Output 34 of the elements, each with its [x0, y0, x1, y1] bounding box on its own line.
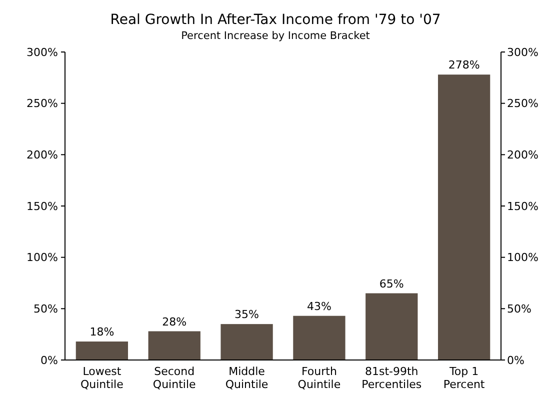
y-tick-label: 150% [26, 200, 58, 213]
y-tick-label: 50% [34, 302, 58, 316]
bar [293, 316, 346, 360]
y2-tick-label: 300% [507, 46, 538, 59]
bar [438, 74, 490, 360]
y-tick-label: 0% [40, 354, 58, 367]
bar [220, 324, 273, 360]
y-tick-label: 100% [26, 251, 58, 264]
y2-tick-label: 200% [507, 148, 538, 162]
data-label: 43% [306, 300, 332, 313]
data-label: 35% [234, 308, 260, 322]
x-tick-label: 81st-99th Percentiles [362, 365, 422, 391]
x-tick-label: Lowest Quintile [80, 365, 124, 391]
y2-tick-label: 100% [507, 251, 538, 264]
y-tick-label: 250% [26, 97, 58, 110]
x-tick-label: Top 1 Percent [443, 365, 486, 391]
y2-tick-label: 0% [507, 354, 524, 367]
bar [366, 293, 418, 360]
y2-tick-label: 150% [507, 200, 538, 213]
x-tick-label: Middle Quintile [225, 365, 268, 391]
y2-tick-label: 50% [507, 302, 532, 316]
y-tick-label: 200% [26, 148, 58, 162]
data-label: 278% [448, 58, 480, 72]
bar [148, 331, 200, 360]
y-tick-label: 300% [26, 46, 58, 59]
data-label: 18% [90, 326, 114, 339]
data-label: 65% [379, 277, 404, 290]
x-tick-label: Second Quintile [152, 365, 196, 391]
data-label: 28% [162, 315, 187, 328]
chart-subtitle: Percent Increase by Income Bracket [181, 30, 370, 42]
y2-tick-label: 250% [507, 97, 538, 110]
bar [76, 342, 128, 360]
chart-title: Real Growth In After-Tax Income from '79 to '07 [110, 12, 441, 28]
x-tick-label: Fourth Quintile [298, 365, 341, 391]
